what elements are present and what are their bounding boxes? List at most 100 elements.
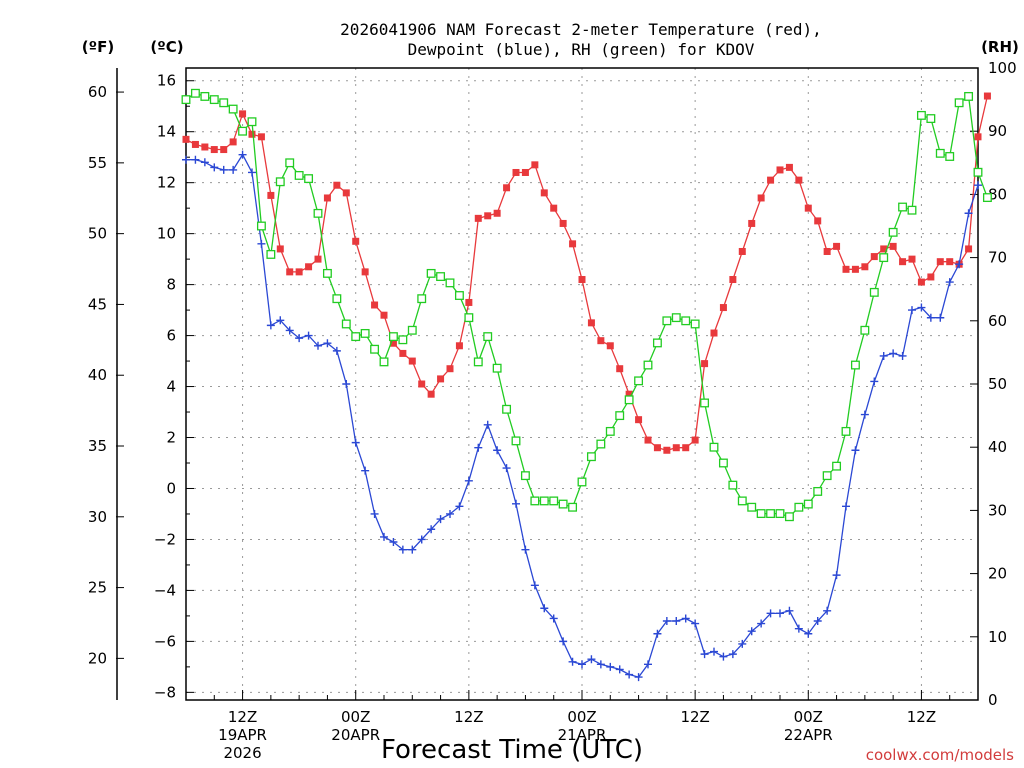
dewpoint-point (917, 303, 926, 312)
rh-point (426, 268, 436, 278)
y-celsius-tick-label: 2 (166, 429, 176, 447)
y-rh-tick-label: 80 (988, 185, 1007, 203)
dewpoint-point (653, 629, 662, 638)
dewpoint-point (370, 509, 379, 518)
rh-point (888, 227, 898, 237)
dewpoint-point (238, 150, 247, 159)
x-tick-label-date: 21APR (558, 726, 607, 744)
chart-title-line1: 2026041906 NAM Forecast 2-meter Temperat… (340, 20, 822, 39)
rh-point (784, 512, 794, 522)
y-celsius-tick-label: 16 (157, 72, 176, 90)
rh-point (285, 158, 295, 168)
dewpoint-point (219, 165, 228, 174)
temperature-point (276, 245, 284, 253)
temperature-point (908, 255, 916, 263)
temperature-point (248, 130, 256, 138)
y-fahrenheit-tick-label: 20 (88, 649, 107, 667)
dewpoint-point (257, 239, 266, 248)
rh-point (662, 316, 672, 326)
dewpoint-point (908, 306, 916, 315)
rh-point (445, 278, 455, 288)
y-fahrenheit-tick-label: 45 (88, 295, 107, 313)
temperature-point (389, 339, 397, 347)
temperature-point (257, 133, 265, 141)
dewpoint-point (276, 316, 285, 325)
temperature-point (691, 436, 699, 444)
rh-point (907, 205, 917, 215)
temperature-point (437, 375, 445, 383)
temperature-point (974, 133, 982, 141)
rh-point (643, 360, 653, 370)
dewpoint-point (606, 662, 615, 671)
rh-point (558, 499, 568, 509)
temperature-point (776, 166, 784, 174)
rh-point (520, 471, 530, 481)
rh-point (681, 316, 691, 326)
y-rh-tick-label: 0 (988, 691, 998, 709)
rh-point (370, 344, 380, 354)
rh-point (407, 325, 417, 335)
temperature-point (191, 140, 199, 148)
dewpoint-point (587, 655, 596, 664)
rh-point (332, 294, 342, 304)
temperature-point (597, 337, 605, 345)
x-tick-label-year: 2026 (223, 744, 261, 762)
dewpoint-point (398, 545, 407, 554)
rh-point (266, 249, 276, 259)
y-celsius-tick-label: 14 (157, 123, 176, 141)
rh-point (945, 152, 955, 161)
dewpoint-point (229, 165, 238, 174)
y-celsius-tick-label: −8 (154, 683, 176, 701)
series-layer (181, 88, 992, 682)
temperature-point (361, 268, 369, 276)
y-fahrenheit-tick-label: 50 (88, 225, 107, 243)
unit-label-celsius: (ºC) (150, 38, 183, 56)
dewpoint-point (483, 420, 492, 429)
x-tick-label-time: 12Z (680, 708, 709, 726)
y-fahrenheit-tick-label: 30 (88, 508, 107, 526)
rh-point (181, 95, 191, 105)
dewpoint-point (596, 660, 605, 669)
rh-point (190, 88, 200, 98)
temperature-point (267, 191, 275, 199)
rh-point (869, 287, 879, 297)
rh-point (209, 95, 219, 105)
dewpoint-point (521, 545, 530, 554)
rh-point (351, 332, 361, 342)
dewpoint-point (955, 260, 964, 269)
rh-point (718, 458, 728, 468)
y-rh-tick-label: 90 (988, 122, 1007, 140)
temperature-point (521, 168, 529, 176)
chart-title-line2: Dewpoint (blue), RH (green) for KDOV (408, 40, 755, 59)
temperature-point (870, 253, 878, 261)
rh-point (850, 360, 860, 370)
y-celsius-tick-label: 12 (157, 174, 176, 192)
rh-point (898, 202, 908, 212)
dewpoint-point (408, 545, 417, 554)
rh-point (615, 411, 625, 421)
rh-point (436, 272, 446, 282)
x-tick-label-date: 19APR (218, 726, 267, 744)
unit-label-rh: (RH) (981, 38, 1019, 56)
temperature-point (965, 245, 973, 253)
rh-point (586, 452, 596, 462)
dewpoint-point (728, 650, 737, 659)
y-fahrenheit-tick-label: 35 (88, 437, 107, 455)
rh-point (247, 117, 257, 127)
x-tick-label-time: 00Z (794, 708, 823, 726)
rh-point (502, 404, 512, 414)
dewpoint-point (926, 313, 935, 322)
temperature-point (427, 390, 435, 398)
rh-point (916, 110, 926, 120)
rh-point (549, 496, 559, 506)
rh-point (511, 436, 521, 446)
dewpoint-point (540, 604, 549, 613)
y-rh-tick-label: 30 (988, 501, 1007, 519)
dewpoint-point (389, 538, 398, 546)
temperature-point (719, 304, 727, 312)
temperature-point (653, 444, 661, 452)
temperature-point (503, 184, 511, 192)
dewpoint-point (644, 660, 652, 669)
temperature-point (644, 436, 652, 444)
